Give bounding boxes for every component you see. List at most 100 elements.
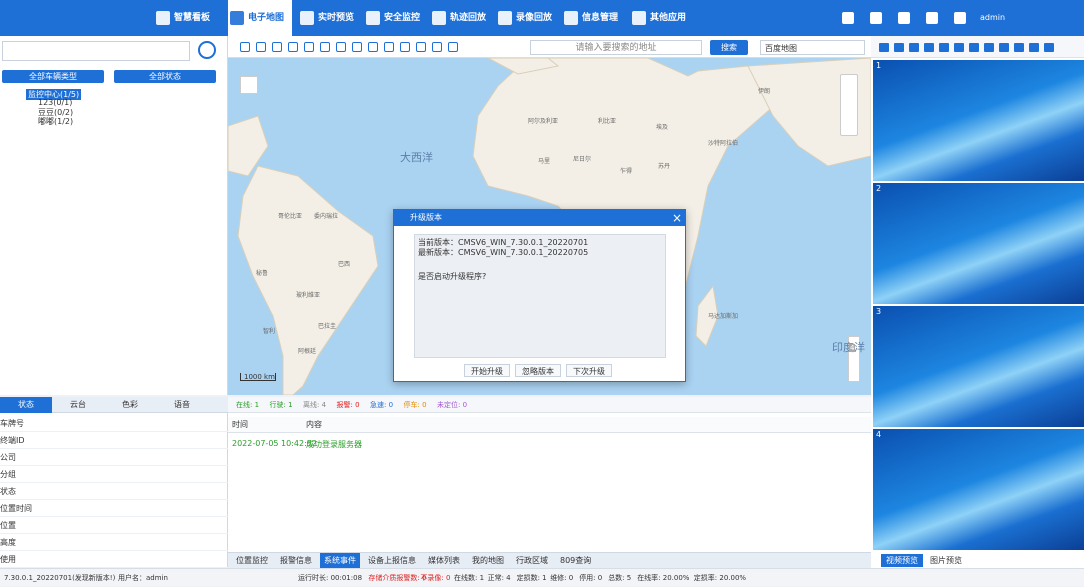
map-label: 乍得	[620, 168, 633, 175]
map-tool[interactable]	[272, 42, 282, 52]
search-icon[interactable]	[198, 41, 216, 59]
video-pane: 2	[873, 183, 1084, 304]
map-label: 伊朗	[758, 88, 771, 95]
tab-bar	[0, 397, 228, 413]
map-label: 巴西	[338, 261, 351, 268]
map-tool[interactable]	[368, 42, 378, 52]
map-tool[interactable]	[432, 42, 442, 52]
address-input[interactable]: 请输入要搜索的地址	[530, 40, 702, 55]
column-header: 时间	[232, 420, 248, 429]
vehicle-search[interactable]	[2, 41, 190, 61]
map-type[interactable]: 百度地图	[760, 40, 865, 55]
tree-node[interactable]: 123(0/1)	[38, 98, 73, 107]
map-label: 哥伦比亚	[278, 213, 303, 220]
video-tool[interactable]	[1044, 43, 1054, 52]
menu-item[interactable]: 轨迹回放	[430, 0, 492, 36]
video-tab[interactable]: 图片预览	[930, 556, 962, 565]
menu-item[interactable]: 信息管理	[562, 0, 626, 36]
map-tool[interactable]	[384, 42, 394, 52]
status-count: 报警: 0	[336, 401, 360, 409]
video-tool[interactable]	[999, 43, 1009, 52]
video-tool[interactable]	[984, 43, 994, 52]
tree-node[interactable]: 豆豆(0/2)	[38, 108, 74, 117]
toolbar-icon[interactable]	[926, 12, 938, 24]
bottom-tab[interactable]: 行政区域	[516, 556, 548, 565]
map-label: 玻利维亚	[296, 292, 321, 299]
map-tool[interactable]	[240, 76, 258, 94]
footer-stat: 不录像: 0	[420, 574, 451, 582]
map-tool[interactable]	[352, 42, 362, 52]
video-tool[interactable]	[954, 43, 964, 52]
map-tool[interactable]	[256, 42, 266, 52]
map-tool[interactable]	[400, 42, 410, 52]
footer-stat: 定损数: 1	[516, 574, 547, 582]
map-tool[interactable]	[320, 42, 330, 52]
footer: 7.30.0.1_20220701(发现新版本!) 用户名：admin 运行时长: …	[0, 568, 1084, 586]
bottom-tab[interactable]: 位置监控	[236, 556, 268, 565]
toolbar-icon[interactable]	[870, 12, 882, 24]
video-tool[interactable]	[939, 43, 949, 52]
video-tool[interactable]	[894, 43, 904, 52]
field-label: 状态	[0, 483, 228, 500]
menu-item[interactable]: 其他应用	[630, 0, 694, 36]
detail-tab[interactable]: 色彩	[122, 400, 138, 409]
toolbar-icon[interactable]	[898, 12, 910, 24]
field-label: 位置时间	[0, 500, 228, 517]
south-america	[237, 165, 379, 395]
central-america	[228, 115, 269, 177]
video-tab[interactable]: 视频预览	[881, 554, 923, 567]
detail-tab[interactable]: 云台	[70, 400, 86, 409]
bottom-tab[interactable]: 媒体列表	[428, 556, 460, 565]
map-label: 阿根廷	[298, 348, 317, 355]
toolbar-icon[interactable]	[842, 12, 854, 24]
detail-tab[interactable]: 状态	[0, 397, 52, 413]
map-tool[interactable]	[336, 42, 346, 52]
bottom-tab[interactable]: 设备上报信息	[368, 556, 416, 565]
column-header: 内容	[306, 420, 322, 429]
map-label: 马达加斯加	[708, 313, 739, 320]
field-label: 公司	[0, 449, 228, 466]
map-tool[interactable]	[304, 42, 314, 52]
map-label: 印度洋	[832, 339, 865, 355]
status-count: 离线: 4	[303, 401, 327, 409]
filter-dropdown[interactable]: 全部状态	[114, 70, 216, 83]
video-tool[interactable]	[909, 43, 919, 52]
map-label: 智利	[263, 328, 276, 335]
menu-item[interactable]: 实时预览	[298, 0, 360, 36]
filter-dropdown[interactable]: 全部车辆类型	[2, 70, 104, 83]
search-button[interactable]: 搜索	[710, 40, 748, 55]
video-tool[interactable]	[969, 43, 979, 52]
version[interactable]: 7.30.0.1_20220701(发现新版本!)	[4, 574, 116, 582]
bottom-tab[interactable]: 报警信息	[280, 556, 312, 565]
bottom-tab[interactable]: 我的地图	[472, 556, 504, 565]
menu-icon	[300, 11, 314, 25]
dialog-button[interactable]: 下次升级	[566, 364, 612, 377]
dialog-button[interactable]: 开始升级	[464, 364, 510, 377]
event-panel: 在线: 1 行驶: 1 离线: 4 报警: 0 急速: 0 停车: 0 未定位: 0 时间 内容…	[228, 397, 871, 552]
detail-tab[interactable]: 语音	[174, 400, 190, 409]
map-tool[interactable]	[240, 42, 250, 52]
map-layers[interactable]	[840, 74, 858, 136]
menu-item[interactable]: 录像回放	[496, 0, 558, 36]
video-tool[interactable]	[1029, 43, 1039, 52]
bottom-tab[interactable]: 系统事件	[320, 553, 360, 568]
close-button[interactable]: ×	[672, 211, 683, 225]
video-tool[interactable]	[1014, 43, 1024, 52]
zoom-level: 4	[849, 344, 856, 352]
menu-item[interactable]: 安全监控	[364, 0, 426, 36]
field-label: 分组	[0, 466, 228, 483]
tree-node[interactable]: 监控中心(1/5)	[26, 89, 82, 100]
user[interactable]: admin	[980, 13, 1006, 22]
map-tool[interactable]	[288, 42, 298, 52]
map-label: 苏丹	[658, 163, 671, 170]
menu-item[interactable]: 电子地图	[228, 0, 292, 36]
video-tool[interactable]	[924, 43, 934, 52]
tree-node[interactable]: 嘟嘟(1/2)	[38, 117, 74, 126]
map-tool[interactable]	[448, 42, 458, 52]
toolbar-icon[interactable]	[954, 12, 966, 24]
dialog-button[interactable]: 忽略版本	[515, 364, 561, 377]
video-tool[interactable]	[879, 43, 889, 52]
map-tool[interactable]	[416, 42, 426, 52]
menu-item[interactable]: 智慧看板	[154, 0, 224, 36]
bottom-tab[interactable]: 809查询	[560, 556, 592, 565]
